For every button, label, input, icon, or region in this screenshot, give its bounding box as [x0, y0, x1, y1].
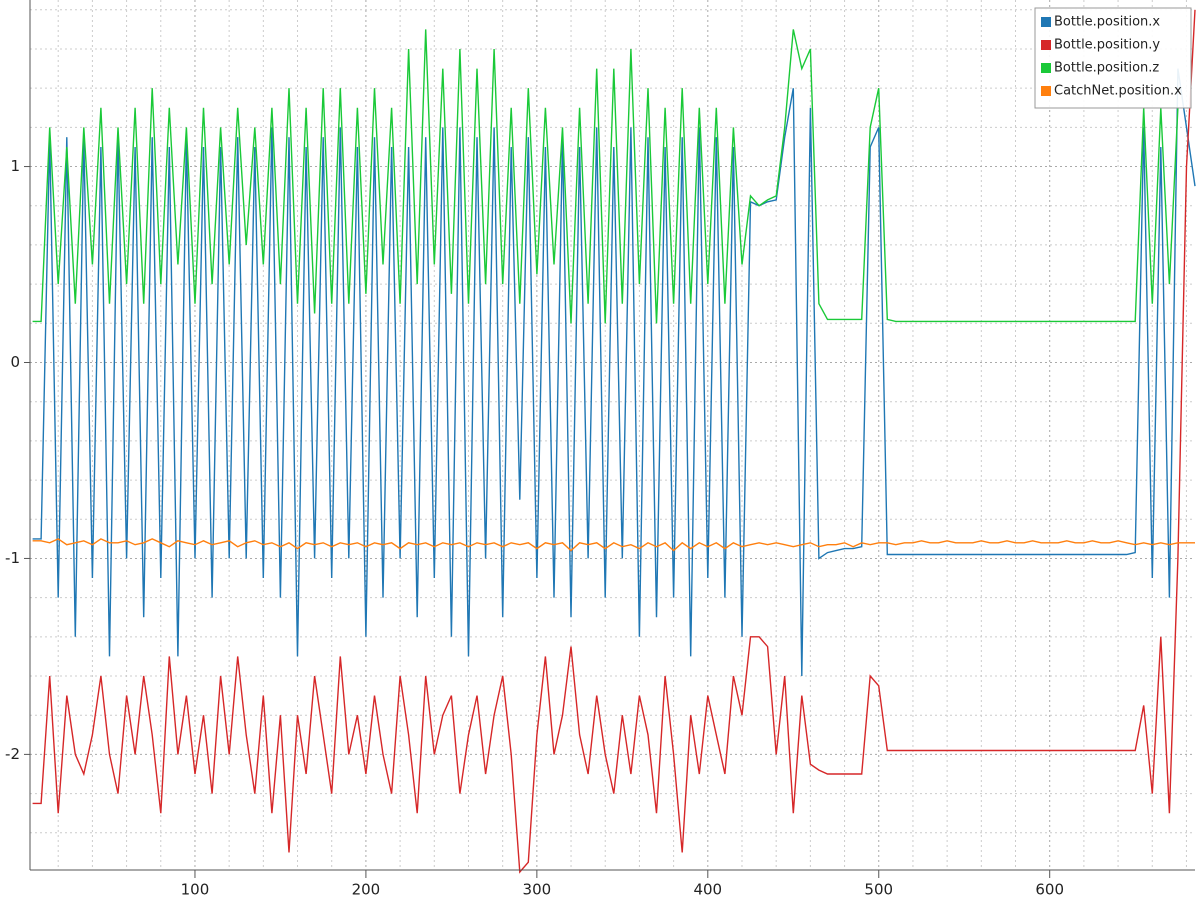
y-tick-label: -1 — [5, 549, 20, 567]
x-tick-label: 100 — [181, 881, 210, 899]
legend-label: CatchNet.position.x — [1054, 84, 1182, 99]
legend-swatch — [1041, 63, 1051, 73]
legend-box — [1034, 7, 1192, 109]
legend-swatch — [1041, 86, 1051, 96]
series-line — [32, 9, 1196, 874]
series-line — [32, 538, 1195, 552]
legend-swatch — [1041, 17, 1051, 27]
series-line — [32, 29, 1179, 324]
series-line — [32, 68, 1196, 677]
plot-lines — [32, 9, 1196, 874]
legend-label: Bottle.position.x — [1054, 15, 1160, 30]
y-tick-label: 0 — [10, 353, 20, 371]
grid — [30, 0, 1195, 870]
legend: Bottle.position.x Bottle.position.y Bottle… — [1034, 7, 1192, 109]
legend-label: Bottle.position.y — [1054, 38, 1160, 53]
x-tick-label: 400 — [693, 881, 722, 899]
y-tick-label: -2 — [5, 745, 20, 763]
x-tick-label: 300 — [523, 881, 552, 899]
axes: 100 200 300 400 500 600 -2 -1 0 1 — [5, 0, 1195, 899]
x-tick-label: 500 — [864, 881, 893, 899]
legend-label: Bottle.position.z — [1054, 61, 1159, 76]
x-tick-label: 200 — [352, 881, 381, 899]
legend-swatch — [1041, 40, 1051, 50]
y-tick-label: 1 — [10, 157, 20, 175]
x-tick-label: 600 — [1035, 881, 1064, 899]
